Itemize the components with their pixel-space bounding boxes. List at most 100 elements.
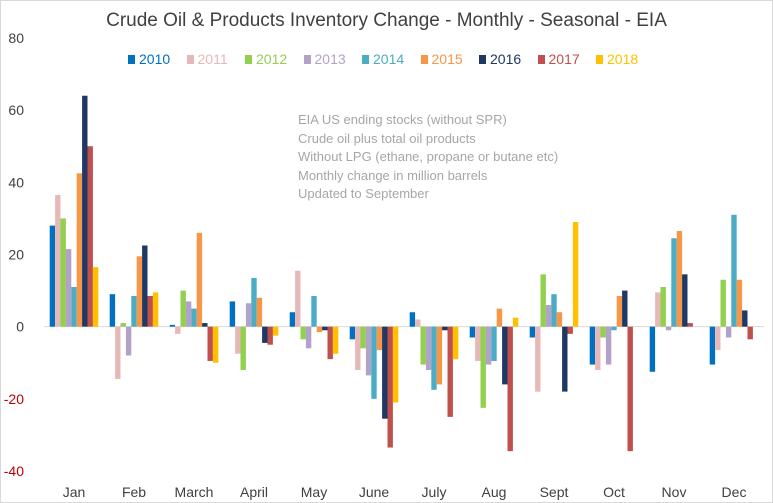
x-tick-label: Oct [603,484,625,500]
bar-2018-may [332,326,339,354]
bar-2012-july [420,326,426,365]
bar-2015-march [196,232,203,327]
bar-2012-april [240,326,246,370]
bar-2014-march [191,308,197,327]
bar-2012-march [180,290,186,327]
bar-2013-dec [725,326,732,338]
bar-2011-april [235,326,241,354]
bar-2016-feb [142,245,148,327]
bar-2018-aug [512,317,519,327]
bar-2014-feb [131,295,137,327]
bar-2014-june [371,326,377,399]
bar-2013-may [305,326,312,349]
x-tick-label: May [301,484,327,500]
bar-2015-sept [556,312,563,327]
annotation-line: Monthly change in million barrels [298,167,488,183]
bar-2017-may [327,326,333,360]
y-tick-label: 40 [8,174,24,190]
bar-2015-feb [136,256,143,327]
annotation-line: Without LPG (ethane, propane or butane e… [298,149,559,164]
bar-2016-june [382,326,388,419]
bar-2012-june [360,326,366,349]
bar-2012-aug [480,326,486,408]
bar-2012-may [300,326,306,340]
bar-2013-oct [605,326,612,365]
bar-2010-march [169,324,176,327]
chart-title: Crude Oil & Products Inventory Change - … [106,10,667,31]
bar-2016-aug [502,326,508,385]
bar-2010-nov [649,326,656,372]
legend-label: 2014 [373,51,405,67]
bar-2015-jan [76,173,83,327]
bar-2016-may [322,326,328,331]
bar-2013-june [365,326,372,376]
x-tick-label: Dec [722,484,747,500]
bar-2017-dec [747,326,753,340]
y-tick-label: 80 [8,30,24,46]
legend-label: 2010 [139,51,171,67]
legend-swatch [186,55,194,64]
bar-2012-sept [540,274,546,327]
legend-swatch [303,55,311,64]
bar-2016-march [202,323,208,327]
bar-2010-aug [469,326,476,338]
annotation-line: EIA US ending stocks (without SPR) [298,112,507,127]
x-tick-label: Feb [122,484,146,500]
bar-2010-sept [529,326,536,338]
legend-swatch [245,55,252,64]
bar-2011-march [175,326,181,334]
bar-2014-may [311,295,317,327]
bar-2018-sept [572,222,579,327]
bar-2012-jan [60,218,66,327]
bar-2016-nov [682,274,688,327]
bar-2018-march [212,326,219,363]
bar-2014-nov [671,238,677,327]
bar-2017-jan [87,146,93,327]
x-tick-label: June [359,484,390,500]
bar-2014-oct [611,326,617,331]
bar-2010-oct [589,326,596,365]
bar-2018-jan [92,267,99,327]
legend-label: 2012 [256,51,288,67]
annotation-line: Crude oil plus total oil products [298,130,476,146]
bar-2014-sept [551,294,557,327]
bar-2016-oct [622,290,628,327]
legend-label: 2018 [607,51,639,67]
legend-label: 2013 [314,51,346,67]
bar-2017-oct [627,326,633,452]
bar-2011-sept [535,326,541,392]
bar-2011-june [355,326,361,370]
bar-2011-feb [115,326,121,379]
legend-swatch [537,55,545,64]
bar-2016-july [442,326,448,331]
bar-2017-march [207,326,213,361]
bar-2012-feb [120,323,126,327]
x-tick-label: April [240,484,268,500]
bar-2014-aug [491,326,497,361]
bar-2015-dec [736,279,743,327]
bar-2010-june [349,326,356,340]
legend-swatch [128,55,135,64]
x-tick-label: Nov [662,484,687,500]
bar-2017-feb [147,295,153,327]
bar-2015-june [376,326,383,351]
bar-2017-april [267,326,273,345]
bar-2013-feb [125,326,132,356]
bar-2011-jan [55,194,61,327]
x-tick-label: Aug [482,484,507,500]
bar-2010-july [409,312,416,327]
annotation-line: Updated to September [298,186,429,201]
y-tick-label: 0 [16,319,24,335]
bar-2010-may [289,312,296,327]
bar-2010-april [229,301,236,327]
bar-2011-july [415,319,421,327]
legend-swatch [420,55,428,64]
bar-2016-jan [82,95,88,327]
bar-2018-july [452,326,459,360]
bar-2010-feb [109,294,116,327]
bar-2018-april [272,326,279,336]
bar-2013-aug [485,326,492,365]
bar-2011-dec [715,326,721,351]
